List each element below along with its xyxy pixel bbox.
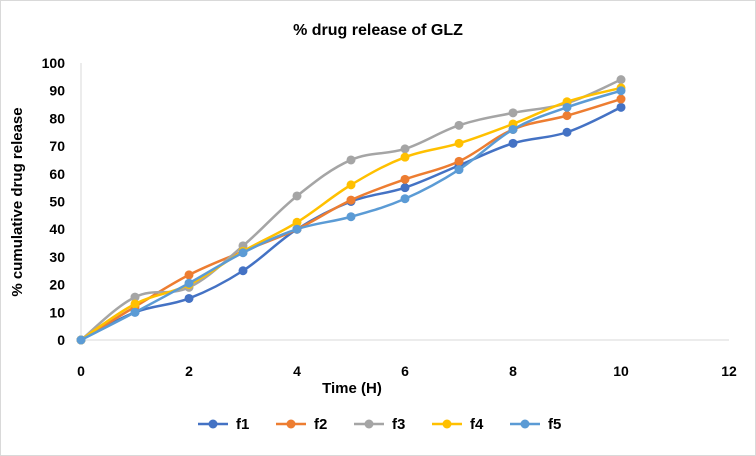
- data-point-f1: [238, 266, 248, 276]
- x-tick-label: 4: [293, 363, 301, 379]
- data-point-f5: [400, 194, 410, 204]
- y-tick-label: 10: [49, 304, 65, 320]
- chart-title: % drug release of GLZ: [293, 22, 463, 39]
- y-tick-label: 100: [42, 55, 66, 71]
- data-point-f3: [616, 75, 626, 85]
- data-point-f2: [400, 174, 410, 184]
- legend-marker-f3: [364, 419, 374, 429]
- x-tick-label: 10: [613, 363, 629, 379]
- legend-label-f4: f4: [470, 416, 484, 433]
- y-tick-label: 70: [49, 138, 65, 154]
- data-point-f2: [346, 195, 356, 205]
- data-point-f3: [292, 191, 302, 201]
- data-point-f3: [454, 120, 464, 130]
- series-f5: [76, 86, 626, 345]
- legend-item-f2: f2: [276, 416, 327, 433]
- data-point-f1: [184, 293, 194, 303]
- data-point-f5: [346, 212, 356, 222]
- data-point-f5: [616, 86, 626, 96]
- data-point-f4: [346, 180, 356, 190]
- legend-item-f5: f5: [510, 416, 561, 433]
- data-point-f3: [346, 155, 356, 165]
- y-tick-label: 90: [49, 83, 65, 99]
- data-point-f1: [508, 138, 518, 148]
- data-point-f5: [562, 102, 572, 112]
- data-point-f4: [454, 138, 464, 148]
- data-point-f5: [238, 248, 248, 258]
- x-tick-label: 8: [509, 363, 517, 379]
- series-line-f1: [80, 106, 622, 342]
- data-point-f3: [400, 144, 410, 154]
- legend-marker-f2: [286, 419, 296, 429]
- data-point-f5: [292, 224, 302, 234]
- y-tick-label: 80: [49, 110, 65, 126]
- y-tick-label: 20: [49, 277, 65, 293]
- y-axis-label: % cumulative drug release: [9, 107, 26, 296]
- data-point-f5: [130, 307, 140, 317]
- series-line-f3: [80, 78, 622, 341]
- x-tick-label: 6: [401, 363, 409, 379]
- data-point-f1: [562, 127, 572, 137]
- data-point-f4: [400, 152, 410, 162]
- data-point-f1: [616, 102, 626, 112]
- y-tick-label: 50: [49, 194, 65, 210]
- data-point-f2: [184, 270, 194, 280]
- y-tick-label: 40: [49, 221, 65, 237]
- y-tick-label: 30: [49, 249, 65, 265]
- legend-marker-f5: [520, 419, 530, 429]
- legend-item-f4: f4: [432, 416, 484, 433]
- x-tick-label: 0: [77, 363, 85, 379]
- legend-label-f5: f5: [548, 416, 561, 433]
- legend-item-f3: f3: [354, 416, 405, 433]
- data-point-f1: [400, 183, 410, 193]
- data-point-f2: [454, 156, 464, 166]
- data-point-f5: [508, 124, 518, 134]
- x-tick-label: 2: [185, 363, 193, 379]
- y-tick-label: 60: [49, 166, 65, 182]
- y-tick-label: 0: [57, 332, 65, 348]
- legend-label-f3: f3: [392, 416, 405, 433]
- legend-marker-f1: [208, 419, 218, 429]
- data-point-f3: [508, 108, 518, 118]
- legend-label-f1: f1: [236, 416, 249, 433]
- legend-label-f2: f2: [314, 416, 327, 433]
- legend-item-f1: f1: [198, 416, 249, 433]
- legend-marker-f4: [442, 419, 452, 429]
- data-point-f2: [562, 111, 572, 121]
- data-point-f4: [130, 299, 140, 309]
- x-axis-label: Time (H): [322, 380, 382, 397]
- data-point-f5: [184, 278, 194, 288]
- data-point-f5: [76, 335, 86, 345]
- series-f1: [76, 102, 626, 345]
- data-point-f2: [616, 94, 626, 104]
- x-tick-label: 12: [721, 363, 737, 379]
- data-point-f5: [454, 165, 464, 175]
- data-point-f4: [292, 217, 302, 227]
- data-point-f3: [130, 292, 140, 302]
